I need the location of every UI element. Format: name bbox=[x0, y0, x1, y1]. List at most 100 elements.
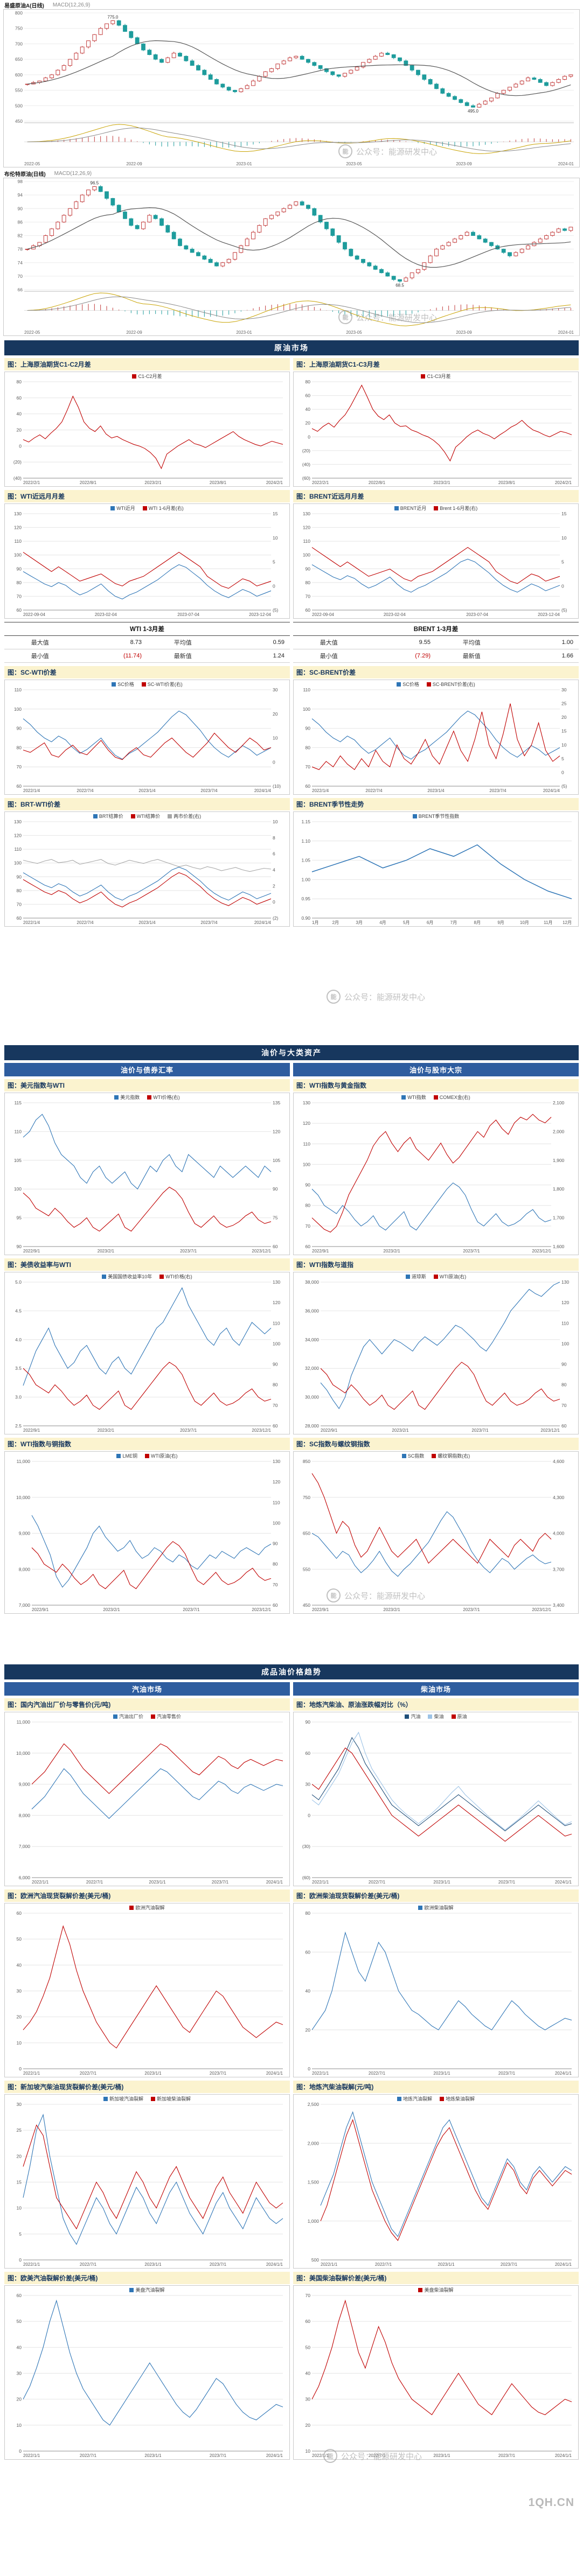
svg-text:4月: 4月 bbox=[379, 920, 386, 925]
line-chart-refinery-pct-change: (60) (30) 0 30 60 90 2022/1/1 2022/7/1 2023/1/1 2… bbox=[293, 1712, 579, 1886]
svg-text:2022/8/1: 2022/8/1 bbox=[369, 480, 386, 485]
svg-text:0: 0 bbox=[308, 2066, 310, 2071]
chart-title: 图：国内汽油出厂价与零售价(元/吨) bbox=[4, 1698, 290, 1711]
svg-text:2022-09: 2022-09 bbox=[126, 330, 142, 335]
chart-title: 图：地炼汽柴油、原油涨跌幅对比（%） bbox=[293, 1698, 579, 1711]
svg-text:86: 86 bbox=[18, 219, 23, 225]
svg-text:0: 0 bbox=[561, 769, 564, 775]
svg-text:2023/1/1: 2023/1/1 bbox=[144, 2262, 162, 2267]
line-chart-sc-wti: 60 70 80 90 100 110 (10) 0 10 20 30 2022/1/4 2022/7/… bbox=[4, 680, 290, 795]
svg-text:80: 80 bbox=[17, 888, 22, 893]
svg-text:550: 550 bbox=[303, 1566, 310, 1572]
svg-text:(60): (60) bbox=[302, 475, 310, 481]
stat-label: 最小值 bbox=[4, 649, 76, 663]
svg-text:20: 20 bbox=[17, 2153, 22, 2159]
svg-text:1,900: 1,900 bbox=[553, 1158, 565, 1163]
svg-text:7,000: 7,000 bbox=[19, 1844, 31, 1849]
svg-text:130: 130 bbox=[273, 1279, 280, 1285]
svg-text:2,000: 2,000 bbox=[308, 2140, 320, 2146]
site-logo: 1QH.CN bbox=[528, 2496, 574, 2509]
svg-text:2024/1/1: 2024/1/1 bbox=[555, 2262, 572, 2267]
svg-text:0: 0 bbox=[273, 899, 275, 905]
stats-table-wti: WTI 1-3月差 最大值 8.73 平均值 0.59 最小值 (11.74) … bbox=[4, 622, 290, 663]
svg-text:50: 50 bbox=[17, 2319, 22, 2324]
section-banner-refined-products: 成品油价格趋势 bbox=[4, 1664, 579, 1679]
svg-text:4.5: 4.5 bbox=[15, 1308, 22, 1313]
chart-panel-us-diesel-crack: 图：美国柴油裂解价差(美元/桶) 10 20 30 40 50 60 70 2022/1/1 2… bbox=[293, 2272, 579, 2460]
svg-text:2024/1/4: 2024/1/4 bbox=[543, 788, 560, 793]
svg-text:80: 80 bbox=[306, 745, 311, 750]
svg-text:800: 800 bbox=[15, 10, 23, 16]
svg-text:2022/9/1: 2022/9/1 bbox=[312, 1249, 329, 1254]
svg-text:28,000: 28,000 bbox=[305, 1423, 319, 1429]
svg-text:2023/7/1: 2023/7/1 bbox=[463, 1249, 480, 1254]
svg-text:2023/2/1: 2023/2/1 bbox=[103, 1607, 120, 1612]
svg-text:80: 80 bbox=[273, 1562, 278, 1567]
svg-text:4.0: 4.0 bbox=[15, 1337, 22, 1342]
svg-text:40: 40 bbox=[306, 1989, 311, 1994]
svg-text:20: 20 bbox=[273, 711, 278, 717]
svg-text:90: 90 bbox=[306, 1719, 311, 1725]
svg-text:2022/1/4: 2022/1/4 bbox=[23, 920, 40, 925]
svg-text:0: 0 bbox=[19, 2066, 22, 2071]
stat-value: 1.00 bbox=[507, 635, 579, 649]
svg-text:100: 100 bbox=[561, 1341, 569, 1346]
svg-text:74: 74 bbox=[18, 260, 23, 265]
line-chart-domestic-gasoline-price: 6,000 7,000 8,000 9,000 10,000 11,000 2022/1/1… bbox=[4, 1712, 290, 1886]
svg-text:70: 70 bbox=[17, 764, 22, 769]
chart-row: 图：欧洲汽油现货裂解价差(美元/桶) 0 10 20 30 40 50 60 2022/1/1… bbox=[4, 1889, 579, 2077]
svg-text:2: 2 bbox=[273, 883, 275, 888]
svg-text:2023/2/1: 2023/2/1 bbox=[433, 480, 450, 485]
sub-banner-gasoline: 汽油市场 bbox=[4, 1682, 290, 1696]
svg-text:2024/1/1: 2024/1/1 bbox=[266, 2071, 283, 2076]
chart-panel-sc-wti: 图：SC-WTI价差 60 70 80 90 100 110 (10) 0 10 20 30 2022… bbox=[4, 666, 290, 795]
line-chart-brent-spread: 60 70 80 90 100 110 120 130 (5) 0 5 10 15 2022-09-04 2… bbox=[293, 503, 579, 619]
chart-title: 图：美元指数与WTI bbox=[4, 1079, 290, 1091]
svg-text:130: 130 bbox=[303, 1100, 310, 1105]
chart-panel-wti-dow: 图：WTI指数与道指 28,000 30,000 32,000 34,000 36,00… bbox=[293, 1258, 579, 1434]
svg-text:10,000: 10,000 bbox=[16, 1495, 30, 1500]
svg-text:3.0: 3.0 bbox=[15, 1395, 22, 1400]
line-chart-wti-spread: 60 70 80 90 100 110 120 130 (5) 0 5 10 15 2022-09-04 2… bbox=[4, 503, 290, 619]
section-spacer bbox=[0, 930, 583, 1041]
svg-text:80: 80 bbox=[306, 580, 311, 585]
svg-text:2022/7/1: 2022/7/1 bbox=[369, 2071, 386, 2076]
svg-text:10月: 10月 bbox=[520, 920, 529, 925]
line-chart-brt-wti: 60 70 80 90 100 110 120 130 (2) 0 2 4 6 8 10 2022/1/4 20… bbox=[4, 811, 290, 927]
svg-text:120: 120 bbox=[273, 1300, 280, 1305]
chart-title: 图：WTI指数与铜指数 bbox=[4, 1438, 290, 1450]
svg-text:4,300: 4,300 bbox=[553, 1495, 565, 1500]
instrument-header-sc: 易盛原油A(日线) MACD(12,26,9) bbox=[3, 1, 580, 9]
svg-text:(60): (60) bbox=[302, 1875, 310, 1880]
svg-text:80: 80 bbox=[273, 1382, 278, 1388]
svg-text:80: 80 bbox=[306, 379, 311, 384]
chart-title: 图：欧美汽油裂解价差(美元/桶) bbox=[4, 2272, 290, 2284]
chart-panel-sc-c1c3: 图：上海原油期货C1-C3月差 (60) (40) (20) 0 20 40 60 80 202… bbox=[293, 358, 579, 487]
line-chart-sc-rebar: 450 550 650 750 850 3,400 3,700 4,000 4,300 4,600… bbox=[293, 1451, 579, 1614]
svg-text:2022-05: 2022-05 bbox=[24, 162, 40, 166]
svg-text:40: 40 bbox=[306, 2371, 311, 2376]
chart-row: 图：美元指数与WTI 90 95 100 105 110 115 60 75 90 105 120 1… bbox=[4, 1079, 579, 1255]
svg-text:2023/2/1: 2023/2/1 bbox=[383, 1249, 400, 1254]
svg-text:2023/1/1: 2023/1/1 bbox=[438, 2262, 455, 2267]
svg-text:1.15: 1.15 bbox=[301, 819, 310, 824]
svg-text:2023/7/1: 2023/7/1 bbox=[498, 2453, 516, 2458]
svg-text:90: 90 bbox=[17, 1244, 22, 1249]
svg-text:90: 90 bbox=[17, 726, 22, 731]
svg-text:98: 98 bbox=[18, 179, 23, 184]
svg-text:30,000: 30,000 bbox=[305, 1395, 319, 1400]
svg-text:120: 120 bbox=[303, 525, 310, 530]
svg-text:30: 30 bbox=[17, 2371, 22, 2376]
svg-text:3.5: 3.5 bbox=[15, 1366, 22, 1371]
svg-text:2022/7/4: 2022/7/4 bbox=[77, 920, 94, 925]
svg-text:650: 650 bbox=[15, 57, 23, 62]
svg-text:(30): (30) bbox=[302, 1844, 310, 1849]
svg-text:110: 110 bbox=[303, 1141, 310, 1146]
svg-text:2023/2/1: 2023/2/1 bbox=[98, 1428, 115, 1433]
svg-text:2024/2/1: 2024/2/1 bbox=[266, 480, 283, 485]
svg-text:10: 10 bbox=[17, 2206, 22, 2211]
indicator-label: MACD(12,26,9) bbox=[52, 2, 91, 8]
svg-text:25: 25 bbox=[561, 701, 567, 706]
stats-title: WTI 1-3月差 bbox=[4, 622, 290, 636]
